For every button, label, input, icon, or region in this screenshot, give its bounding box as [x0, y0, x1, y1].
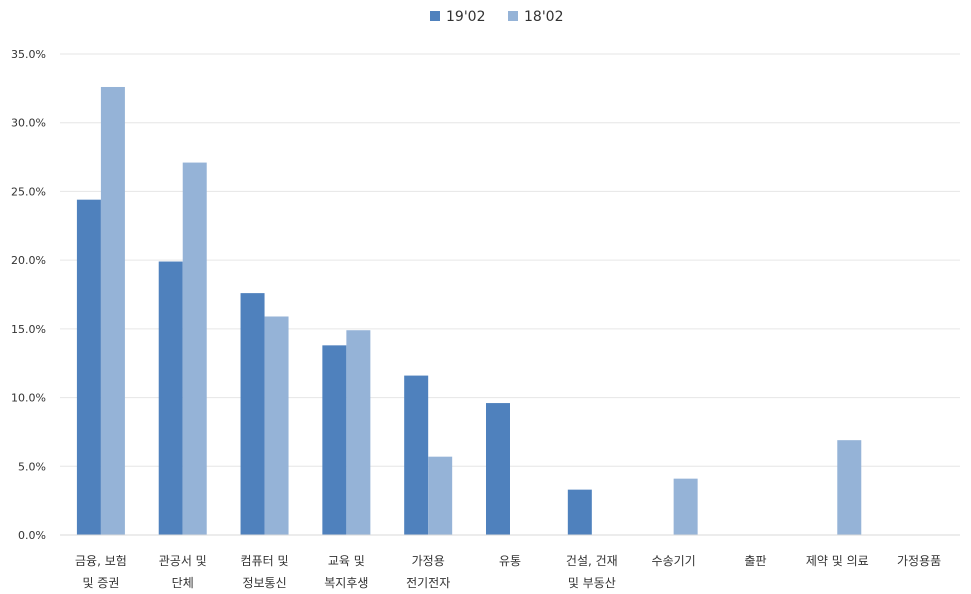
y-tick-label: 10.0%	[11, 392, 46, 405]
legend: 19'02 18'02	[430, 9, 563, 25]
y-tick-label: 0.0%	[18, 529, 46, 542]
bar	[158, 261, 183, 535]
legend-swatch	[430, 11, 440, 21]
bar	[404, 375, 429, 535]
bars	[76, 86, 862, 536]
x-category-label: 출판	[744, 554, 766, 568]
bar	[486, 403, 510, 535]
y-tick-label: 20.0%	[11, 254, 46, 267]
legend-swatch	[508, 11, 518, 21]
y-tick-label: 30.0%	[11, 117, 46, 130]
x-category-label: 정보통신	[242, 576, 286, 590]
bar	[837, 440, 862, 535]
y-tick-label: 35.0%	[11, 48, 46, 61]
x-category-label: 관공서 및	[159, 554, 207, 568]
x-category-label: 복지후생	[324, 576, 368, 590]
x-category-label: 교육 및	[328, 554, 365, 568]
y-tick-label: 5.0%	[18, 460, 46, 473]
bar	[346, 330, 371, 535]
x-category-label: 제약 및 의료	[806, 553, 869, 568]
bar	[264, 316, 289, 535]
legend-label: 19'02	[446, 9, 485, 25]
bar	[100, 86, 125, 536]
bar	[322, 345, 347, 535]
x-category-label: 수송기기	[652, 554, 696, 568]
bar	[567, 489, 592, 535]
bar	[76, 199, 101, 535]
y-tick-label: 25.0%	[11, 185, 46, 198]
x-category-label: 전기전자	[406, 576, 450, 590]
bar	[428, 456, 453, 535]
x-category-label: 단체	[172, 576, 194, 590]
x-category-label: 및 증권	[82, 576, 119, 590]
x-category-label: 유통	[499, 554, 521, 568]
gridlines	[60, 53, 960, 467]
x-category-label: 컴퓨터 및	[241, 554, 289, 568]
x-category-label: 가정용	[412, 554, 445, 568]
y-tick-label: 15.0%	[11, 323, 46, 336]
y-axis-tick-labels: 0.0% 5.0% 10.0% 15.0% 20.0% 25.0% 30.0% 35.0%	[11, 48, 46, 542]
x-category-label: 건설, 건재	[566, 554, 618, 568]
bar	[240, 293, 265, 535]
bar	[673, 478, 698, 535]
x-category-label: 가정용품	[897, 554, 941, 568]
x-category-label: 및 부동산	[568, 576, 616, 590]
legend-label: 18'02	[524, 9, 563, 25]
x-category-label: 금융, 보험	[75, 554, 127, 568]
bar	[182, 162, 207, 535]
